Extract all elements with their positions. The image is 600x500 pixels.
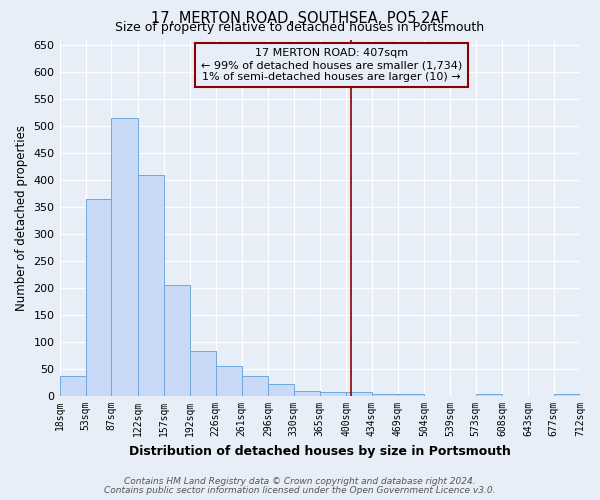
Bar [476,394,502,396]
Bar [346,392,371,396]
Bar [59,376,86,396]
Bar [554,394,580,396]
Bar [268,384,293,396]
Bar [398,394,424,396]
Y-axis label: Number of detached properties: Number of detached properties [15,125,28,311]
Text: 17 MERTON ROAD: 407sqm
← 99% of detached houses are smaller (1,734)
1% of semi-d: 17 MERTON ROAD: 407sqm ← 99% of detached… [201,48,462,82]
Bar [371,394,398,396]
Bar [242,376,268,396]
Bar [320,392,346,396]
Bar [86,199,111,396]
X-axis label: Distribution of detached houses by size in Portsmouth: Distribution of detached houses by size … [129,444,511,458]
Text: 17, MERTON ROAD, SOUTHSEA, PO5 2AF: 17, MERTON ROAD, SOUTHSEA, PO5 2AF [151,11,449,26]
Bar [164,286,190,396]
Bar [293,390,320,396]
Bar [215,366,242,396]
Bar [111,118,137,396]
Text: Contains HM Land Registry data © Crown copyright and database right 2024.: Contains HM Land Registry data © Crown c… [124,477,476,486]
Text: Size of property relative to detached houses in Portsmouth: Size of property relative to detached ho… [115,21,485,34]
Bar [137,175,164,396]
Bar [190,352,215,396]
Text: Contains public sector information licensed under the Open Government Licence v3: Contains public sector information licen… [104,486,496,495]
